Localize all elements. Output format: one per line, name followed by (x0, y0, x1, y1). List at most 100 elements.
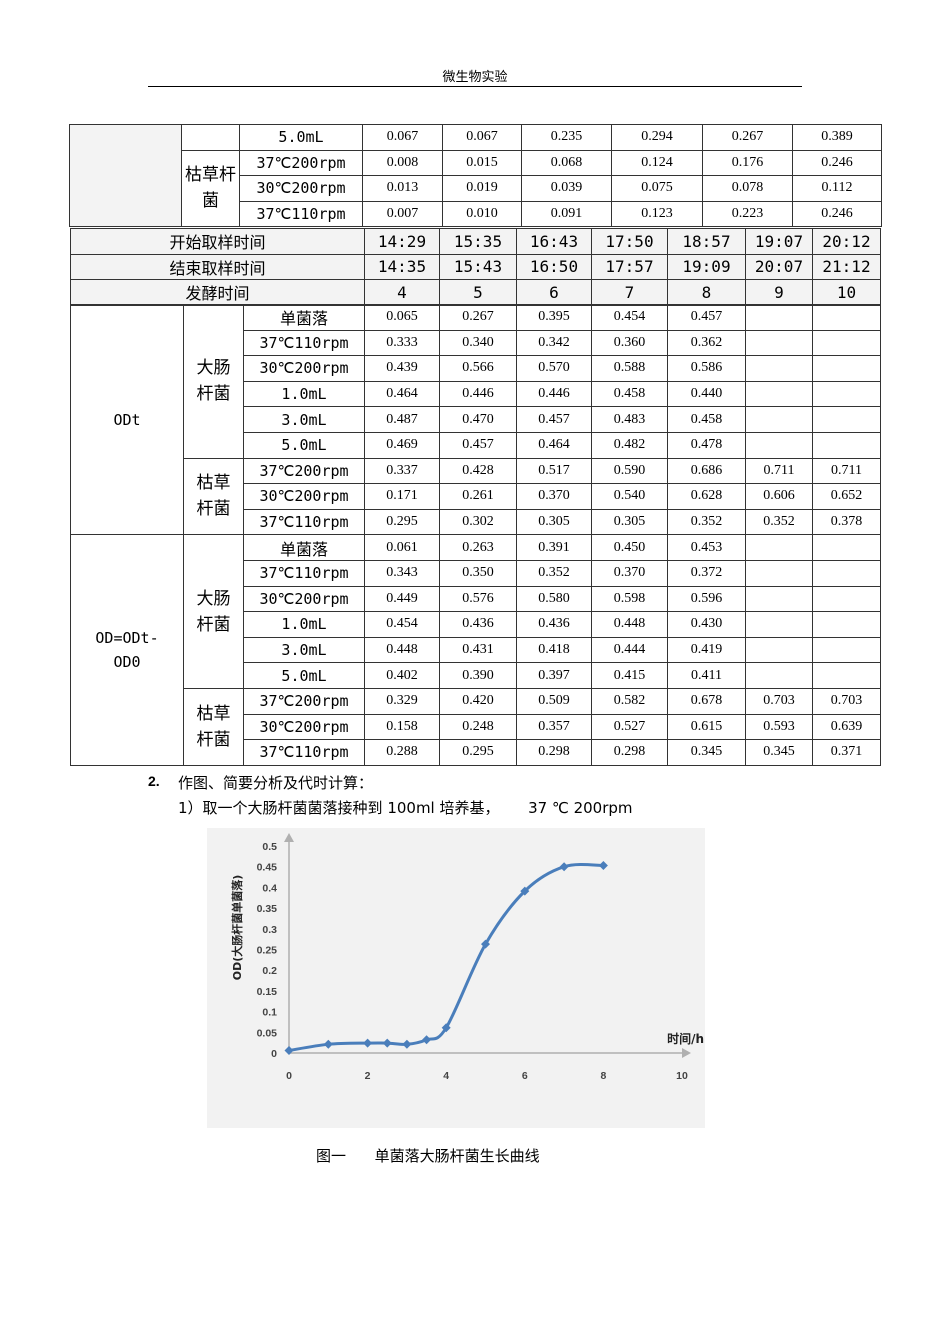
value-cell: 0.540 (591, 483, 668, 510)
data-point (441, 1023, 451, 1033)
condition-label: 37℃200rpm (243, 687, 365, 715)
value-cell: 0.039 (521, 175, 612, 202)
value-cell: 0.446 (439, 380, 517, 408)
series-line (288, 862, 604, 1052)
condition-label: 30℃200rpm (243, 355, 365, 382)
value-cell: 0.478 (667, 431, 746, 459)
value-cell: 0.294 (611, 124, 703, 151)
time-cell: 10 (812, 279, 881, 306)
value-cell: 0.342 (516, 329, 592, 357)
x-tick-label: 0 (286, 1070, 292, 1082)
value-cell: 0.013 (362, 175, 443, 202)
value-cell: 0.391 (516, 534, 592, 561)
value-cell (812, 662, 881, 689)
value-cell: 0.305 (591, 508, 668, 536)
value-cell: 0.606 (745, 483, 813, 510)
value-cell (745, 534, 813, 561)
table-row: 1.0mL 0.464 0.446 0.446 0.458 0.440 (71, 380, 881, 408)
condition-label: 5.0mL (239, 124, 363, 151)
value-cell: 0.389 (792, 124, 882, 151)
table-row: 37℃110rpm 0.333 0.340 0.342 0.360 0.362 (71, 329, 881, 357)
group-label: 枯草杆菌 (183, 457, 244, 536)
value-cell: 0.345 (667, 739, 746, 766)
condition-label: 30℃200rpm (243, 713, 365, 741)
time-cell: 5 (439, 279, 517, 306)
table-sampling-time: 开始取样时间 14:29 15:35 16:43 17:50 18:57 19:07 20:1… (70, 228, 881, 306)
value-cell: 0.590 (591, 457, 668, 485)
time-row-label: 开始取样时间 (70, 228, 365, 255)
value-cell: 0.615 (667, 713, 746, 741)
time-cell: 6 (516, 279, 592, 306)
value-cell: 0.370 (516, 483, 592, 510)
value-cell: 0.464 (516, 431, 592, 459)
section-number: 2. (148, 773, 160, 789)
value-cell: 0.378 (812, 508, 881, 536)
value-cell: 0.350 (439, 559, 517, 587)
value-cell: 0.580 (516, 585, 592, 613)
blank-cell (69, 124, 182, 227)
value-cell (812, 559, 881, 587)
value-cell: 0.263 (439, 534, 517, 561)
value-cell: 0.298 (591, 739, 668, 766)
value-cell: 0.124 (611, 149, 703, 176)
value-cell: 0.703 (812, 687, 881, 715)
value-cell: 0.582 (591, 687, 668, 715)
value-cell: 0.420 (439, 687, 517, 715)
value-cell: 0.470 (439, 406, 517, 433)
table-top: 5.0mL 0.067 0.067 0.235 0.294 0.267 0.389 枯草杆菌 3… (69, 124, 882, 227)
value-cell: 0.509 (516, 687, 592, 715)
value-cell: 0.711 (812, 457, 881, 485)
time-cell: 14:35 (364, 253, 440, 280)
value-cell (812, 380, 881, 408)
data-point (481, 939, 490, 949)
value-cell: 0.454 (591, 304, 668, 331)
time-cell: 14:29 (364, 228, 440, 255)
value-cell: 0.570 (516, 355, 592, 382)
group-label: 枯草杆菌 (181, 149, 240, 227)
value-cell: 0.305 (516, 508, 592, 536)
value-cell: 0.517 (516, 457, 592, 485)
value-cell: 0.065 (364, 304, 440, 331)
value-cell: 0.288 (364, 739, 440, 766)
section-title: 作图、简要分析及代时计算： (178, 774, 374, 792)
table-row: 37℃110rpm 0.007 0.010 0.091 0.123 0.223 0.246 (70, 200, 882, 227)
table-row: 枯草杆菌 37℃200rpm 0.329 0.420 0.509 0.582 0.678 0.… (71, 687, 881, 766)
x-tick-label: 6 (522, 1070, 528, 1082)
condition-label: 37℃200rpm (239, 149, 363, 176)
value-cell: 0.246 (792, 200, 882, 227)
table-row: 3.0mL 0.487 0.470 0.457 0.483 0.458 (71, 406, 881, 433)
value-cell (745, 431, 813, 459)
value-cell (745, 662, 813, 689)
data-point (402, 1039, 412, 1049)
group-label: 枯草杆菌 (183, 687, 244, 766)
value-cell (812, 329, 881, 357)
y-tick-label: 0 (271, 1048, 277, 1060)
value-cell: 0.418 (516, 636, 592, 664)
value-cell: 0.628 (667, 483, 746, 510)
time-cell: 15:43 (439, 253, 517, 280)
x-tick-label: 2 (365, 1070, 371, 1082)
table-row: 1.0mL 0.454 0.436 0.436 0.448 0.430 (71, 611, 881, 638)
value-cell: 0.352 (745, 508, 813, 536)
value-cell: 0.446 (516, 380, 592, 408)
value-cell (812, 636, 881, 664)
time-cell: 8 (667, 279, 746, 306)
group-label: 大肠杆菌 (183, 534, 244, 689)
value-cell (812, 304, 881, 331)
y-tick-label: 0.5 (262, 841, 277, 853)
y-tick-label: 0.2 (262, 965, 277, 977)
value-cell: 0.483 (591, 406, 668, 433)
value-cell: 0.267 (702, 124, 793, 151)
value-cell: 0.596 (667, 585, 746, 613)
section-subtitle: 1）取一个大肠杆菌菌落接种到 100ml 培养基， 37 ℃ 200rpm (178, 799, 633, 817)
value-cell: 0.454 (364, 611, 440, 638)
value-cell: 0.067 (442, 124, 522, 151)
chart-svg: 0 0.05 0.1 0.15 0.2 0.25 0.3 0.35 0.4 0.45 0.5 0 2 4 6… (230, 833, 704, 1082)
value-cell: 0.091 (521, 200, 612, 227)
condition-label: 1.0mL (243, 380, 365, 408)
time-cell: 4 (364, 279, 440, 306)
condition-label: 5.0mL (243, 662, 365, 689)
value-cell: 0.372 (667, 559, 746, 587)
value-cell: 0.352 (667, 508, 746, 536)
table-row: 开始取样时间 14:29 15:35 16:43 17:50 18:57 19:07 20:1… (70, 228, 881, 255)
